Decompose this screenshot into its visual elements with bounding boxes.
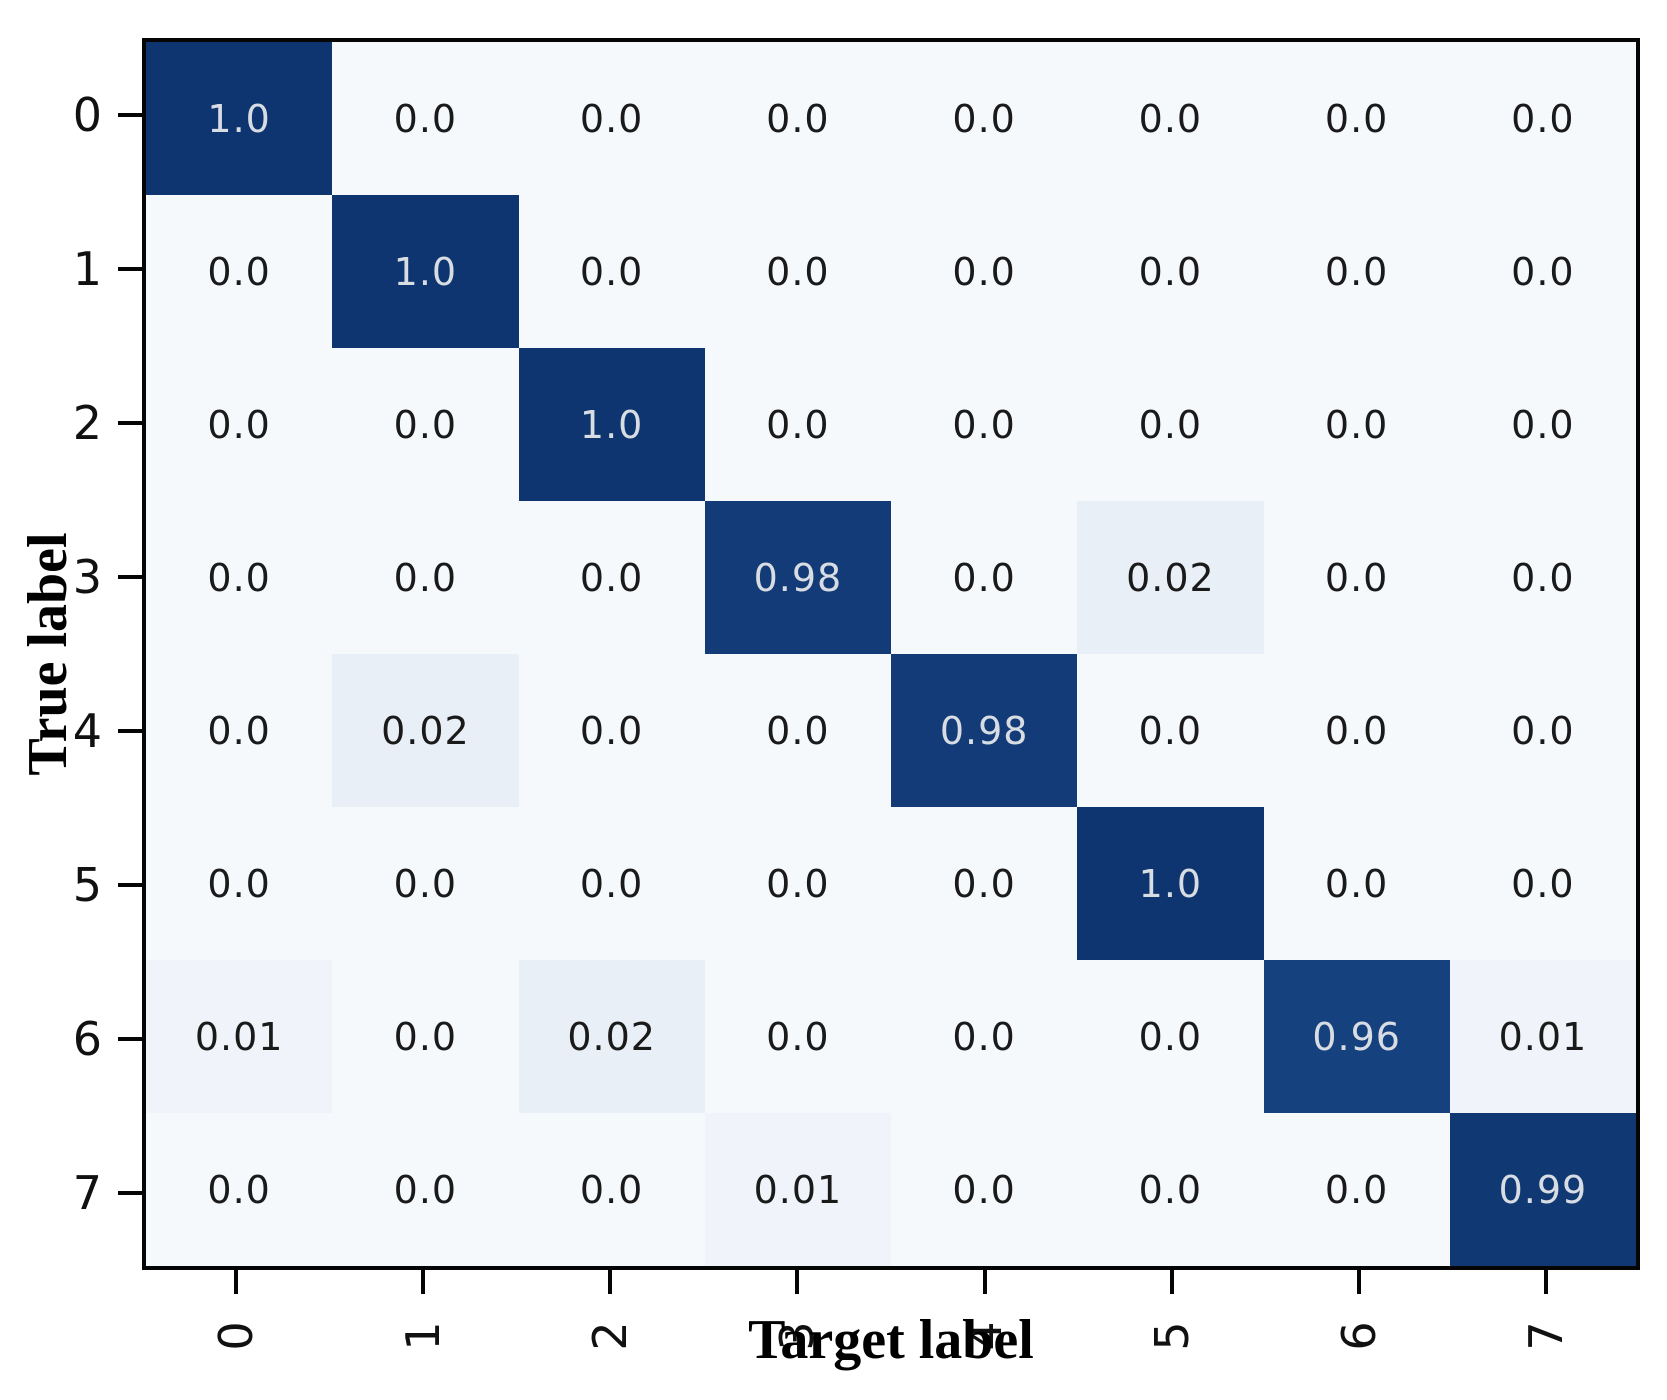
matrix-cell-r4-c2: 0.0 [518, 654, 705, 807]
matrix-cell-r2-c6: 0.0 [1263, 348, 1450, 501]
y-tick-label-6: 6 [72, 1012, 102, 1066]
matrix-cell-r0-c6: 0.0 [1263, 42, 1450, 195]
matrix-cell-r6-c7: 0.01 [1449, 960, 1636, 1113]
y-tick-label-2: 2 [72, 396, 102, 450]
matrix-cell-r2-c3: 0.0 [704, 348, 891, 501]
matrix-cell-r3-c3: 0.98 [704, 501, 891, 654]
matrix-cell-r6-c6: 0.96 [1263, 960, 1450, 1113]
plot-area: 1.0 0.0 0.0 0.0 0.0 0.0 0.0 0.0 0.0 1.0 0.0 0.0 0.0 0… [142, 38, 1640, 1270]
matrix-cell-r3-c5: 0.02 [1077, 501, 1264, 654]
matrix-cell-r7-c5: 0.0 [1077, 1113, 1264, 1266]
x-tick-mark [1169, 1270, 1174, 1294]
matrix-cell-r3-c4: 0.0 [891, 501, 1078, 654]
matrix-cell-r6-c1: 0.0 [332, 960, 519, 1113]
x-tick-mark [1544, 1270, 1549, 1294]
heatmap-grid: 1.0 0.0 0.0 0.0 0.0 0.0 0.0 0.0 0.0 1.0 0.0 0.0 0.0 0… [146, 42, 1636, 1266]
matrix-cell-r4-c4: 0.98 [891, 654, 1078, 807]
matrix-cell-r5-c1: 0.0 [332, 807, 519, 960]
x-axis-title: Target label [748, 1309, 1034, 1371]
matrix-cell-r3-c7: 0.0 [1449, 501, 1636, 654]
y-tick-mark [118, 113, 142, 117]
matrix-cell-r7-c2: 0.0 [518, 1113, 705, 1266]
matrix-cell-r6-c2: 0.02 [518, 960, 705, 1113]
matrix-cell-r0-c1: 0.0 [332, 42, 519, 195]
matrix-cell-r1-c3: 0.0 [704, 195, 891, 348]
y-tick-mark [118, 883, 142, 887]
matrix-cell-r5-c7: 0.0 [1449, 807, 1636, 960]
matrix-cell-r6-c3: 0.0 [704, 960, 891, 1113]
matrix-cell-r2-c1: 0.0 [332, 348, 519, 501]
matrix-cell-r4-c7: 0.0 [1449, 654, 1636, 807]
y-tick-mark [118, 267, 142, 271]
matrix-cell-r6-c4: 0.0 [891, 960, 1078, 1113]
matrix-cell-r0-c0: 1.0 [146, 42, 333, 195]
matrix-cell-r5-c2: 0.0 [518, 807, 705, 960]
matrix-cell-r5-c0: 0.0 [146, 807, 333, 960]
matrix-cell-r6-c5: 0.0 [1077, 960, 1264, 1113]
y-tick-mark [118, 421, 142, 425]
matrix-cell-r7-c7: 0.99 [1449, 1113, 1636, 1266]
y-tick-label-5: 5 [72, 858, 102, 912]
matrix-cell-r4-c6: 0.0 [1263, 654, 1450, 807]
y-tick-mark [118, 729, 142, 733]
matrix-cell-r4-c1: 0.02 [332, 654, 519, 807]
y-tick-mark [118, 575, 142, 579]
y-tick-label-7: 7 [72, 1166, 102, 1220]
matrix-cell-r1-c1: 1.0 [332, 195, 519, 348]
y-tick-label-3: 3 [72, 550, 102, 604]
y-tick-label-0: 0 [72, 88, 102, 142]
x-tick-mark [795, 1270, 800, 1294]
matrix-cell-r1-c6: 0.0 [1263, 195, 1450, 348]
matrix-cell-r1-c0: 0.0 [146, 195, 333, 348]
matrix-cell-r6-c0: 0.01 [146, 960, 333, 1113]
matrix-cell-r0-c7: 0.0 [1449, 42, 1636, 195]
x-tick-mark [420, 1270, 425, 1294]
matrix-cell-r1-c7: 0.0 [1449, 195, 1636, 348]
y-tick-mark [118, 1191, 142, 1195]
x-tick-mark [233, 1270, 238, 1294]
matrix-cell-r0-c2: 0.0 [518, 42, 705, 195]
matrix-cell-r3-c2: 0.0 [518, 501, 705, 654]
x-tick-mark [982, 1270, 987, 1294]
matrix-cell-r0-c5: 0.0 [1077, 42, 1264, 195]
matrix-cell-r4-c5: 0.0 [1077, 654, 1264, 807]
matrix-cell-r7-c1: 0.0 [332, 1113, 519, 1266]
matrix-cell-r5-c5: 1.0 [1077, 807, 1264, 960]
matrix-cell-r4-c0: 0.0 [146, 654, 333, 807]
matrix-cell-r2-c0: 0.0 [146, 348, 333, 501]
y-axis-title: True label [17, 532, 79, 776]
matrix-cell-r5-c4: 0.0 [891, 807, 1078, 960]
x-tick-mark [608, 1270, 613, 1294]
matrix-cell-r7-c6: 0.0 [1263, 1113, 1450, 1266]
matrix-cell-r0-c4: 0.0 [891, 42, 1078, 195]
y-tick-label-1: 1 [72, 242, 102, 296]
matrix-cell-r2-c2: 1.0 [518, 348, 705, 501]
matrix-cell-r1-c5: 0.0 [1077, 195, 1264, 348]
matrix-cell-r2-c4: 0.0 [891, 348, 1078, 501]
matrix-cell-r3-c6: 0.0 [1263, 501, 1450, 654]
y-tick-mark [118, 1037, 142, 1041]
matrix-cell-r1-c2: 0.0 [518, 195, 705, 348]
matrix-cell-r7-c3: 0.01 [704, 1113, 891, 1266]
matrix-cell-r3-c0: 0.0 [146, 501, 333, 654]
matrix-cell-r5-c6: 0.0 [1263, 807, 1450, 960]
matrix-cell-r5-c3: 0.0 [704, 807, 891, 960]
matrix-cell-r1-c4: 0.0 [891, 195, 1078, 348]
matrix-cell-r0-c3: 0.0 [704, 42, 891, 195]
y-tick-label-4: 4 [72, 704, 102, 758]
matrix-cell-r2-c7: 0.0 [1449, 348, 1636, 501]
matrix-cell-r7-c4: 0.0 [891, 1113, 1078, 1266]
matrix-cell-r3-c1: 0.0 [332, 501, 519, 654]
x-tick-mark [1357, 1270, 1362, 1294]
matrix-cell-r7-c0: 0.0 [146, 1113, 333, 1266]
matrix-cell-r2-c5: 0.0 [1077, 348, 1264, 501]
matrix-cell-r4-c3: 0.0 [704, 654, 891, 807]
y-axis-ticks: 0 1 2 3 4 5 6 7 [0, 38, 142, 1270]
